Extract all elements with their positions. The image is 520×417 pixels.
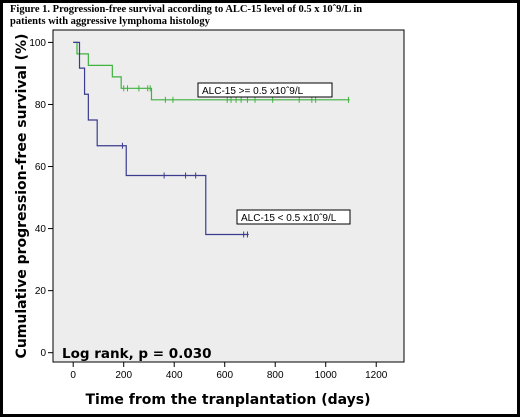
series-label-high: ALC-15 >= 0.5 x10ˆ9/L (197, 82, 333, 98)
series-label-low: ALC-15 < 0.5 x10ˆ9/L (236, 209, 351, 225)
figure-title-line-1: Figure 1. Progression-free survival acco… (10, 4, 362, 15)
log-rank-annotation: Log rank, p = 0.030 (62, 346, 212, 362)
series-label-low-text: ALC-15 < 0.5 x10ˆ9/L (241, 212, 337, 224)
y-axis: 0 20 40 60 80 100 (29, 38, 53, 359)
series-layer (73, 41, 350, 238)
y-tick-label: 40 (35, 224, 47, 235)
x-tick-label: 1200 (365, 370, 388, 381)
x-axis-title: Time from the tranplantation (days) (85, 392, 370, 408)
x-tick-label: 600 (216, 370, 233, 381)
y-tick-label: 100 (29, 38, 46, 49)
x-tick-label: 200 (115, 370, 132, 381)
series-label-high-text: ALC-15 >= 0.5 x10ˆ9/L (202, 85, 304, 97)
y-tick-label: 0 (40, 348, 46, 359)
x-tick-label: 1000 (315, 370, 338, 381)
y-axis-title: Cumulative progression-free survival (%) (14, 34, 30, 359)
x-tick-label: 800 (267, 370, 284, 381)
series-label-high-box (197, 82, 333, 98)
plot-area (52, 29, 405, 363)
series-label-low-box (236, 209, 351, 225)
x-tick-label: 0 (70, 370, 76, 381)
figure-title-line-2: patients with aggressive lymphoma histol… (10, 16, 211, 27)
y-tick-label: 80 (35, 100, 47, 111)
x-axis: 0 200 400 600 800 1000 1200 (70, 362, 388, 381)
x-tick-label: 400 (166, 370, 183, 381)
y-tick-label: 20 (35, 286, 47, 297)
y-tick-label: 60 (35, 162, 47, 173)
series-line-low (73, 41, 249, 236)
series-line-high (73, 41, 350, 101)
